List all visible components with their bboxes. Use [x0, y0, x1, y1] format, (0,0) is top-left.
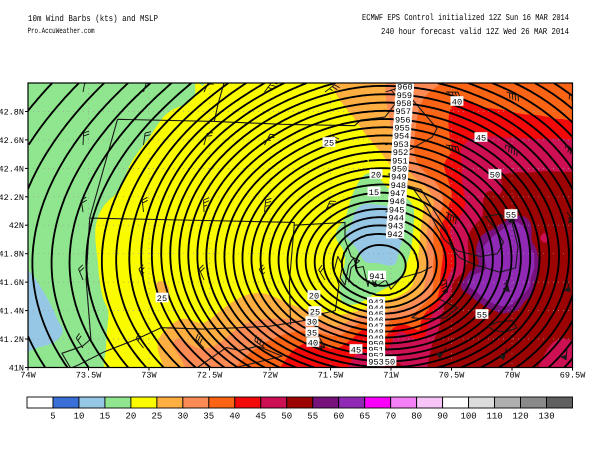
svg-text:Pro.AccuWeather.com: Pro.AccuWeather.com: [28, 27, 95, 36]
svg-text:110: 110: [487, 412, 503, 422]
svg-text:42.8N: 42.8N: [0, 108, 24, 118]
svg-text:72.5W: 72.5W: [197, 371, 223, 381]
svg-text:960: 960: [397, 83, 413, 93]
svg-text:35: 35: [203, 412, 214, 422]
svg-text:69.5W: 69.5W: [560, 371, 586, 381]
svg-text:42.4N: 42.4N: [0, 164, 24, 174]
svg-text:60: 60: [333, 412, 344, 422]
svg-text:954: 954: [394, 132, 410, 142]
svg-text:240 hour forecast valid 12Z We: 240 hour forecast valid 12Z Wed 26 MAR 2…: [381, 27, 569, 37]
svg-text:40: 40: [308, 338, 318, 348]
svg-text:70: 70: [385, 412, 396, 422]
svg-text:55: 55: [477, 310, 487, 320]
svg-text:42.2N: 42.2N: [0, 193, 24, 203]
svg-text:948: 948: [391, 181, 407, 191]
svg-text:80: 80: [411, 412, 422, 422]
svg-text:953: 953: [393, 140, 409, 150]
svg-text:946: 946: [390, 197, 406, 207]
svg-text:40: 40: [229, 412, 240, 422]
svg-text:956: 956: [395, 115, 411, 125]
svg-text:45: 45: [255, 412, 266, 422]
svg-text:5: 5: [50, 412, 55, 422]
svg-text:71.5W: 71.5W: [318, 371, 344, 381]
svg-text:55: 55: [307, 412, 318, 422]
svg-text:25: 25: [324, 138, 334, 148]
svg-text:71W: 71W: [383, 371, 399, 381]
svg-text:947: 947: [390, 189, 406, 199]
svg-text:951: 951: [392, 156, 408, 166]
svg-text:50: 50: [385, 357, 395, 367]
svg-text:41.2N: 41.2N: [0, 335, 24, 345]
svg-text:73.5W: 73.5W: [76, 371, 102, 381]
svg-text:25: 25: [152, 412, 163, 422]
svg-text:945: 945: [389, 205, 405, 215]
svg-text:42N: 42N: [9, 221, 24, 231]
svg-text:941: 941: [369, 272, 385, 282]
svg-text:959: 959: [397, 91, 413, 101]
svg-text:130: 130: [538, 412, 554, 422]
svg-text:41.8N: 41.8N: [0, 250, 24, 260]
svg-text:100: 100: [461, 412, 477, 422]
svg-text:942: 942: [387, 230, 403, 240]
svg-text:70W: 70W: [504, 371, 520, 381]
svg-text:10m Wind Barbs (kts) and MSLP: 10m Wind Barbs (kts) and MSLP: [28, 14, 158, 24]
svg-text:20: 20: [309, 291, 319, 301]
svg-text:15: 15: [369, 188, 379, 198]
svg-text:944: 944: [388, 214, 404, 224]
svg-text:953: 953: [368, 358, 384, 368]
svg-text:10: 10: [74, 412, 85, 422]
svg-text:41.6N: 41.6N: [0, 278, 24, 288]
svg-text:70.5W: 70.5W: [439, 371, 465, 381]
svg-text:73W: 73W: [141, 371, 157, 381]
svg-text:958: 958: [396, 99, 412, 109]
svg-text:ECMWF EPS Control initialized: ECMWF EPS Control initialized 12Z Sun 16…: [362, 13, 569, 23]
svg-text:20: 20: [371, 170, 381, 180]
svg-text:20: 20: [126, 412, 137, 422]
svg-text:65: 65: [359, 412, 370, 422]
svg-text:55: 55: [506, 210, 516, 220]
svg-text:25: 25: [310, 307, 320, 317]
svg-text:957: 957: [396, 107, 412, 117]
svg-text:50: 50: [490, 170, 500, 180]
svg-text:943: 943: [388, 222, 404, 232]
svg-text:30: 30: [178, 412, 189, 422]
svg-text:950: 950: [392, 165, 408, 175]
svg-text:72W: 72W: [262, 371, 278, 381]
svg-text:120: 120: [512, 412, 528, 422]
svg-text:35: 35: [307, 328, 317, 338]
svg-text:50: 50: [281, 412, 292, 422]
svg-text:30: 30: [307, 317, 317, 327]
svg-text:949: 949: [391, 173, 407, 183]
svg-text:45: 45: [476, 133, 486, 143]
svg-text:41.4N: 41.4N: [0, 307, 24, 317]
svg-text:42.6N: 42.6N: [0, 136, 24, 146]
svg-text:15: 15: [100, 412, 111, 422]
svg-text:952: 952: [393, 148, 409, 158]
svg-text:955: 955: [394, 124, 410, 134]
svg-text:25: 25: [157, 294, 167, 304]
svg-text:41N: 41N: [9, 364, 24, 374]
svg-text:74W: 74W: [20, 371, 36, 381]
svg-text:45: 45: [351, 345, 361, 355]
svg-text:90: 90: [437, 412, 448, 422]
svg-text:40: 40: [452, 97, 462, 107]
